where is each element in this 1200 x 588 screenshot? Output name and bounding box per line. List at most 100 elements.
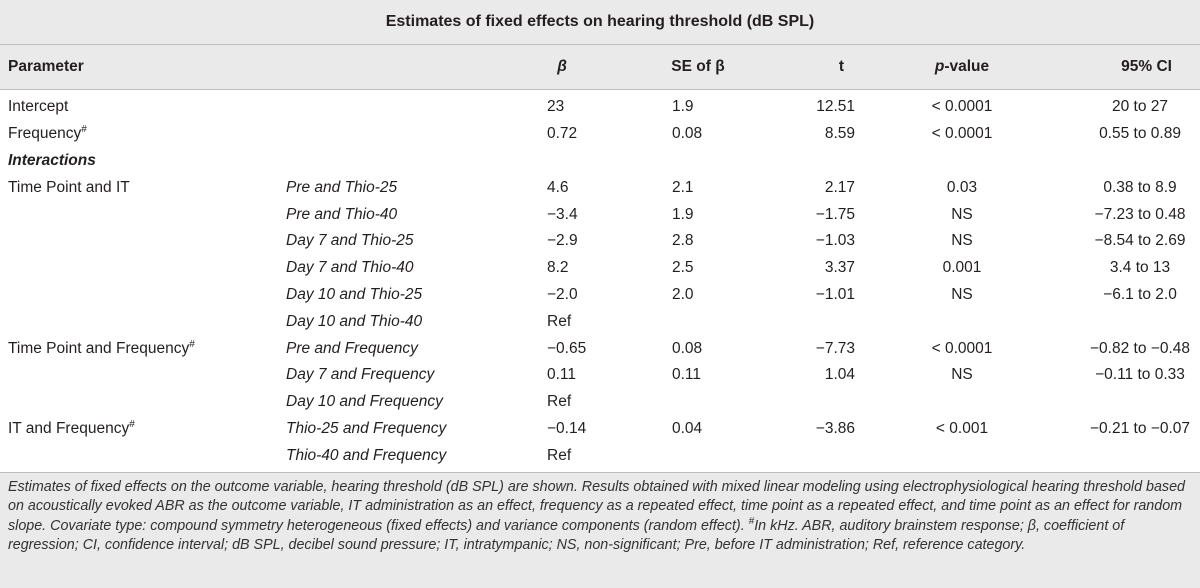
cell-parameter: Time Point and IT — [8, 179, 130, 197]
cell-parameter-text: Time Point and IT — [8, 178, 130, 196]
cell-t: −1.75 — [815, 205, 855, 223]
table-row: Time Point and Frequency# Pre and Frequen… — [0, 335, 1200, 362]
cell-se: 2.5 — [672, 259, 694, 277]
cell-t: 1.04 — [824, 366, 855, 384]
cell-se: 0.08 — [672, 125, 703, 143]
table-title: Estimates of fixed effects on hearing th… — [0, 0, 1200, 45]
cell-pvalue: 0.001 — [942, 259, 982, 277]
cell-beta: 0.72 — [547, 125, 578, 143]
cell-ci: −0.21 to −0.07 — [1090, 419, 1190, 437]
cell-beta: −3.4 — [547, 205, 578, 223]
cell-ci: 3.4 to 13 — [1109, 259, 1171, 277]
cell-pvalue: < 0.0001 — [931, 125, 993, 143]
cell-ci: −8.54 to 2.69 — [1094, 232, 1186, 250]
cell-subparameter: Day 10 and Thio-40 — [286, 312, 423, 330]
table-footnote: Estimates of fixed effects on the outcom… — [0, 472, 1200, 588]
table-row: Day 7 and Frequency 0.11 0.11 1.04 NS −0.11 t… — [0, 362, 1200, 389]
header-row: Parameter β SE of β t p-value 95% CI — [0, 45, 1200, 90]
cell-pvalue: < 0.001 — [935, 419, 989, 437]
footnote-part2: In kHz. ABR, auditory brainstem response… — [8, 517, 1125, 554]
header-p-italic: p — [934, 58, 945, 75]
cell-se: 1.9 — [672, 205, 694, 223]
cell-subparameter: Pre and Thio-40 — [286, 205, 398, 223]
cell-beta: 8.2 — [547, 259, 569, 277]
cell-ci: −6.1 to 2.0 — [1103, 285, 1177, 303]
cell-pvalue: NS — [951, 205, 973, 223]
table-row: Thio-40 and Frequency Ref — [0, 442, 1200, 469]
cell-ci: 20 to 27 — [1111, 98, 1169, 116]
cell-beta: Ref — [547, 393, 572, 411]
table-row: Interactions — [0, 148, 1200, 175]
cell-pvalue: 0.03 — [946, 178, 978, 196]
cell-beta: −0.14 — [547, 419, 587, 437]
cell-beta: Ref — [547, 312, 572, 330]
cell-ci: 0.55 to 0.89 — [1099, 125, 1181, 143]
cell-parameter: Interactions — [8, 152, 96, 170]
cell-se: 0.04 — [672, 419, 703, 437]
header-pvalue: p-value — [935, 58, 989, 76]
cell-subparameter: Thio-25 and Frequency — [286, 419, 447, 437]
table-row: Intercept 23 1.9 12.51 < 0.0001 20 to 27 — [0, 94, 1200, 121]
cell-parameter: IT and Frequency# — [8, 418, 135, 438]
table-row: Day 10 and Thio-25 −2.0 2.0 −1.01 NS −6.1 to … — [0, 282, 1200, 309]
cell-subparameter: Thio-40 and Frequency — [286, 446, 447, 464]
cell-parameter: Time Point and Frequency# — [8, 338, 195, 358]
cell-parameter-text: Time Point and Frequency — [8, 339, 190, 357]
cell-subparameter: Day 7 and Frequency — [286, 366, 435, 384]
cell-ci: −0.11 to 0.33 — [1095, 366, 1185, 384]
cell-beta: 0.11 — [547, 366, 577, 384]
table-body: Intercept 23 1.9 12.51 < 0.0001 20 to 27 Frequ… — [0, 90, 1200, 469]
table-row: Day 10 and Thio-40 Ref — [0, 308, 1200, 335]
cell-t: 12.51 — [816, 98, 855, 116]
cell-parameter-sup: # — [189, 338, 195, 350]
cell-parameter: Frequency# — [8, 125, 87, 143]
cell-t: 2.17 — [824, 178, 855, 196]
cell-t: −3.86 — [815, 419, 855, 437]
cell-subparameter: Day 10 and Frequency — [286, 393, 443, 411]
cell-t: 8.59 — [824, 125, 855, 143]
cell-t: −1.03 — [815, 232, 855, 250]
cell-se: 0.08 — [672, 339, 703, 357]
cell-t: −7.73 — [815, 339, 855, 357]
cell-parameter-text: IT and Frequency — [8, 419, 130, 437]
cell-se: 2.0 — [672, 285, 694, 303]
table-row: Day 10 and Frequency Ref — [0, 389, 1200, 416]
cell-beta: 23 — [547, 98, 565, 116]
cell-pvalue: NS — [951, 366, 973, 384]
cell-t: 3.37 — [824, 259, 855, 277]
table-row: Day 7 and Thio-25 −2.9 2.8 −1.03 NS −8.54 to … — [0, 228, 1200, 255]
cell-subparameter: Day 10 and Thio-25 — [286, 285, 423, 303]
footnote-part1: Estimates of fixed effects on the outcom… — [8, 479, 1185, 534]
header-parameter: Parameter — [8, 58, 84, 75]
cell-parameter-text: Frequency — [8, 125, 82, 143]
header-p-rest: -value — [944, 58, 990, 75]
header-se-text: SE of β — [671, 58, 725, 75]
table-title-text: Estimates of fixed effects on hearing th… — [385, 13, 815, 30]
table-row: IT and Frequency# Thio-25 and Frequency −0… — [0, 416, 1200, 443]
cell-ci: 0.38 to 8.9 — [1103, 178, 1177, 196]
cell-beta: −2.0 — [547, 285, 578, 303]
cell-ci: −7.23 to 0.48 — [1094, 205, 1186, 223]
cell-pvalue: < 0.0001 — [931, 98, 993, 116]
cell-se: 1.9 — [672, 98, 694, 116]
cell-parameter: Intercept — [8, 98, 68, 116]
cell-se: 2.8 — [672, 232, 694, 250]
cell-beta: −0.65 — [547, 339, 587, 357]
table-row: Frequency# 0.72 0.08 8.59 < 0.0001 0.55 to 0.… — [0, 121, 1200, 148]
cell-beta: −2.9 — [547, 232, 578, 250]
cell-parameter-sup: # — [129, 418, 135, 430]
cell-parameter-text: Intercept — [8, 98, 69, 116]
header-ci: 95% CI — [1121, 58, 1172, 75]
cell-beta: 4.6 — [547, 178, 569, 196]
cell-subparameter: Pre and Thio-25 — [286, 178, 398, 196]
cell-t: −1.01 — [815, 285, 855, 303]
cell-parameter-text: Interactions — [8, 151, 96, 169]
cell-pvalue: < 0.0001 — [931, 339, 993, 357]
cell-beta: Ref — [547, 446, 572, 464]
cell-pvalue: NS — [951, 285, 973, 303]
table-row: Day 7 and Thio-40 8.2 2.5 3.37 0.001 3.4 to 1… — [0, 255, 1200, 282]
table-row: Time Point and IT Pre and Thio-25 4.6 2.1 2.… — [0, 174, 1200, 201]
footnote-sup: # — [748, 515, 755, 527]
cell-subparameter: Day 7 and Thio-40 — [286, 259, 414, 277]
